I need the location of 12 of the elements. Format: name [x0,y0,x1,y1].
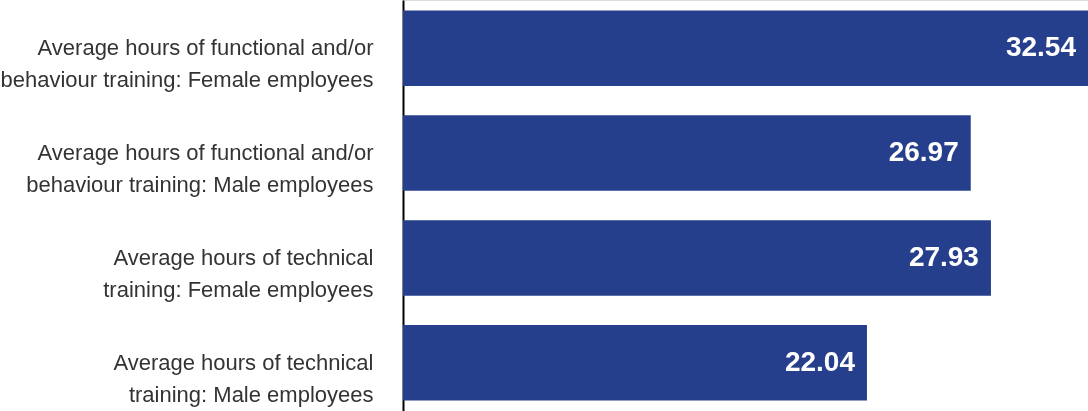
data-label: 27.93 [908,240,979,272]
y-tick-label: Average hours of technical training: Female employees [103,244,374,302]
data-label: 22.04 [784,345,856,377]
y-tick-label: Average hours of functional and/or behaviour training: Male employees [26,140,374,198]
data-label: 32.54 [1005,31,1077,63]
y-tick-label: Average hours of technical training: Male employees [113,349,374,407]
bar [403,220,991,296]
bar [403,325,867,401]
bar [403,115,971,191]
data-label: 26.97 [888,136,959,168]
bar [403,10,1088,86]
y-tick-label: Average hours of functional and/or behaviour training: Female employees [0,35,374,93]
